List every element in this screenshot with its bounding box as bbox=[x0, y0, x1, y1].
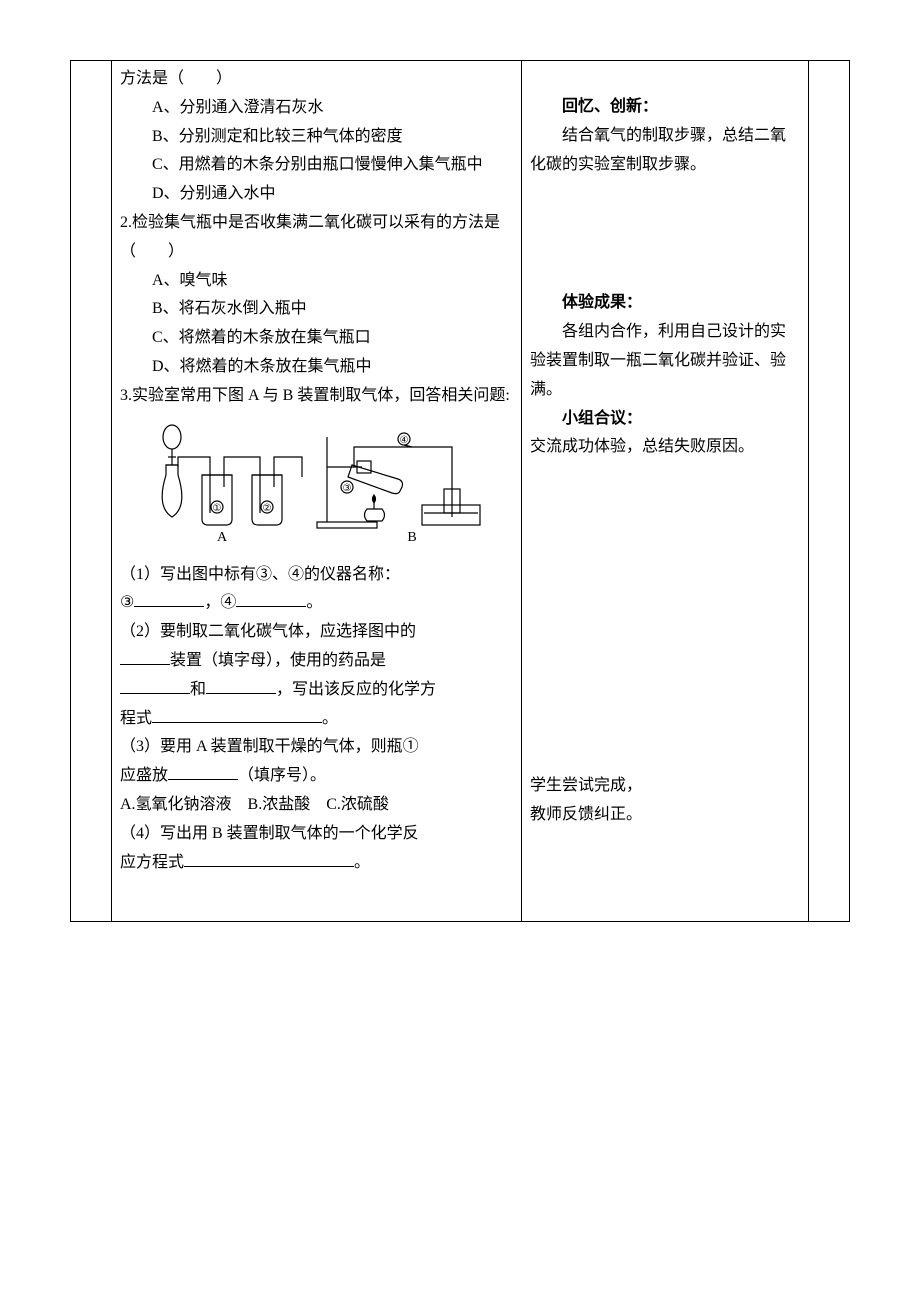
spacer-bottom bbox=[120, 877, 513, 917]
apparatus-svg: ① ② bbox=[152, 417, 482, 547]
q3-sub2-a: （2）要制取二氧化碳气体，应选择图中的 bbox=[120, 618, 513, 647]
label-circled-1: ① bbox=[212, 503, 221, 514]
col-side: 回忆、创新： 结合氧气的制取步骤，总结二氧化碳的实验室制取步骤。 体验成果： 各… bbox=[522, 61, 809, 922]
side-block3-title: 小组合议： bbox=[530, 405, 800, 434]
blank bbox=[152, 706, 322, 723]
q3-sub1-b-suffix: 。 bbox=[306, 594, 322, 611]
label-circled-2: ② bbox=[262, 503, 271, 514]
blank bbox=[236, 590, 306, 607]
q3-sub4-b: 应方程式 。 bbox=[120, 849, 513, 878]
blank bbox=[206, 677, 276, 694]
col-narrow-right bbox=[809, 61, 850, 922]
q2-option-b: B、将石灰水倒入瓶中 bbox=[120, 295, 513, 324]
q3-sub2-c-suffix: ，写出该反应的化学方 bbox=[276, 681, 436, 698]
q2-option-a: A、嗅气味 bbox=[120, 267, 513, 296]
q3-sub2-c: 和 ，写出该反应的化学方 bbox=[120, 676, 513, 705]
q3-sub4-b-prefix: 应方程式 bbox=[120, 854, 184, 871]
q2-stem: 2.检验集气瓶中是否收集满二氧化碳可以采有的方法是（ ） bbox=[120, 209, 513, 267]
q3-sub1-a: （1）写出图中标有③、④的仪器名称： bbox=[120, 561, 513, 590]
side-block1-title: 回忆、创新： bbox=[530, 93, 800, 122]
apparatus-figure: ① ② bbox=[120, 417, 513, 547]
col-narrow-left bbox=[71, 61, 112, 922]
side-block1-body: 结合氧气的制取步骤，总结二氧化碳的实验室制取步骤。 bbox=[530, 122, 800, 180]
q1-option-d: D、分别通入水中 bbox=[120, 180, 513, 209]
spacer bbox=[120, 549, 513, 561]
q2-option-c: C、将燃着的木条放在集气瓶口 bbox=[120, 324, 513, 353]
figure-label-a: A bbox=[216, 530, 227, 545]
q1-option-a: A、分别通入澄清石灰水 bbox=[120, 94, 513, 123]
q3-sub3-b: 应盛放 （填序号）。 bbox=[120, 762, 513, 791]
spacer bbox=[530, 179, 800, 289]
col-main: 方法是（ ） A、分别通入澄清石灰水 B、分别测定和比较三种气体的密度 C、用燃… bbox=[112, 61, 522, 922]
q3-sub3-b-suffix: （填序号）。 bbox=[238, 767, 326, 784]
blank bbox=[134, 590, 204, 607]
side-block2-body: 各组内合作，利用自己设计的实验装置制取一瓶二氧化碳并验证、验满。 bbox=[530, 318, 800, 404]
q3-sub2-d: 程式 。 bbox=[120, 705, 513, 734]
spacer bbox=[530, 65, 800, 93]
q3-sub2-d-suffix: 。 bbox=[322, 710, 338, 727]
blank bbox=[120, 677, 190, 694]
q3-sub4-a: （4）写出用 B 装置制取气体的一个化学反 bbox=[120, 820, 513, 849]
side-block4-text1: 学生尝试完成， bbox=[530, 772, 800, 801]
q3-stem: 3.实验室常用下图 A 与 B 装置制取气体，回答相关问题: bbox=[120, 382, 513, 411]
q3-sub3-b-prefix: 应盛放 bbox=[120, 767, 168, 784]
side-block4-text2: 教师反馈纠正。 bbox=[530, 801, 800, 830]
q1-option-c: C、用燃着的木条分别由瓶口慢慢伸入集气瓶中 bbox=[120, 151, 513, 180]
q3-sub2-d-prefix: 程式 bbox=[120, 710, 152, 727]
spacer bbox=[530, 462, 800, 772]
q3-sub4-b-suffix: 。 bbox=[354, 854, 370, 871]
figure-label-b: B bbox=[407, 530, 416, 545]
page: 方法是（ ） A、分别通入澄清石灰水 B、分别测定和比较三种气体的密度 C、用燃… bbox=[0, 0, 920, 1302]
blank bbox=[120, 648, 170, 665]
q3-sub1-b: ③ ，④ 。 bbox=[120, 589, 513, 618]
q3-sub3-a: （3）要用 A 装置制取干燥的气体，则瓶① bbox=[120, 733, 513, 762]
q3-sub1-b-mid: ，④ bbox=[204, 594, 236, 611]
label-circled-4: ④ bbox=[399, 435, 408, 446]
q1-stem: 方法是（ ） bbox=[120, 65, 513, 94]
side-block2-title: 体验成果： bbox=[530, 289, 800, 318]
q3-sub2-c-mid: 和 bbox=[190, 681, 206, 698]
q3-sub2-b-suffix: 装置（填字母），使用的药品是 bbox=[170, 652, 386, 669]
q3-sub3-options: A.氢氧化钠溶液 B.浓盐酸 C.浓硫酸 bbox=[120, 791, 513, 820]
q1-option-b: B、分别测定和比较三种气体的密度 bbox=[120, 123, 513, 152]
blank bbox=[168, 763, 238, 780]
blank bbox=[184, 850, 354, 867]
document-table: 方法是（ ） A、分别通入澄清石灰水 B、分别测定和比较三种气体的密度 C、用燃… bbox=[70, 60, 850, 922]
q2-option-d: D、将燃着的木条放在集气瓶中 bbox=[120, 353, 513, 382]
label-circled-3: ③ bbox=[342, 483, 351, 494]
q3-sub2-b: 装置（填字母），使用的药品是 bbox=[120, 647, 513, 676]
side-block3-body: 交流成功体验，总结失败原因。 bbox=[530, 433, 800, 462]
q3-sub1-b-prefix: ③ bbox=[120, 594, 134, 611]
